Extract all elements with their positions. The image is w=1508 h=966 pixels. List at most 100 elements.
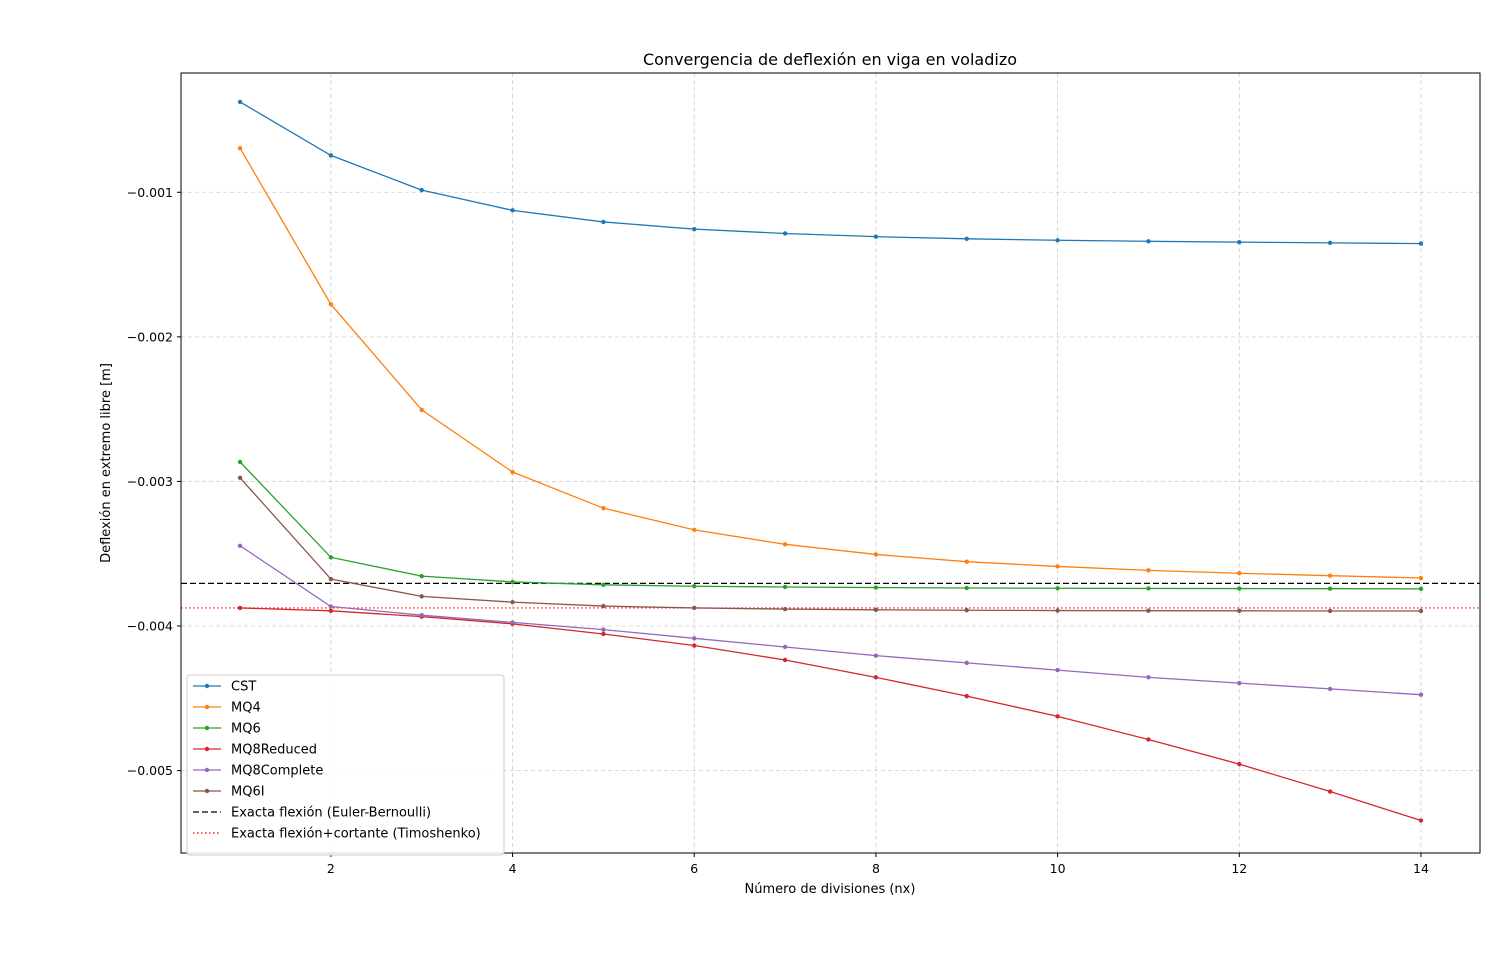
series-line	[239, 545, 1421, 696]
legend-marker	[204, 788, 210, 794]
data-point	[237, 475, 243, 481]
data-point	[1055, 564, 1060, 569]
data-point	[1055, 667, 1060, 673]
data-point	[692, 636, 697, 641]
data-point	[328, 555, 334, 560]
data-point	[1418, 575, 1424, 581]
series-line	[239, 461, 1421, 590]
x-tick-label: 12	[1231, 861, 1247, 876]
data-point	[964, 693, 969, 699]
data-point	[1327, 608, 1333, 614]
y-tick-label: −0.004	[127, 619, 173, 634]
x-tick-label: 10	[1050, 861, 1066, 876]
data-point	[964, 608, 969, 613]
data-point	[873, 234, 879, 239]
data-point	[873, 552, 879, 557]
y-axis-ticks: −0.001 −0.002 −0.003 −0.004 −0.005	[127, 185, 181, 778]
data-point	[782, 606, 788, 612]
data-point	[1327, 586, 1333, 591]
data-point	[510, 620, 515, 625]
legend-label: Exacta flexión (Euler-Bernoulli)	[231, 806, 431, 821]
data-point	[510, 208, 515, 213]
data-point	[782, 644, 788, 650]
data-point	[1055, 714, 1060, 719]
legend-label: MQ8Reduced	[231, 743, 317, 758]
legend-marker	[204, 683, 210, 689]
data-point	[510, 579, 515, 585]
series-line	[239, 477, 1421, 612]
legend-marker	[204, 725, 210, 731]
data-point	[328, 576, 334, 582]
y-tick-label: −0.003	[127, 474, 173, 489]
series-line	[239, 101, 1421, 245]
data-point	[328, 604, 334, 609]
y-tick-label: −0.005	[127, 763, 173, 778]
data-point	[1055, 238, 1060, 243]
data-point	[1418, 241, 1424, 246]
data-point	[419, 407, 424, 413]
y-axis-label: Deflexión en extremo libre [m]	[99, 363, 114, 563]
reference-lines	[181, 582, 1480, 609]
legend-label: MQ8Complete	[231, 764, 323, 779]
data-point	[419, 187, 424, 193]
legend-marker	[204, 746, 210, 752]
x-tick-label: 8	[872, 861, 880, 876]
data-point	[964, 585, 969, 591]
data-point	[328, 153, 334, 158]
data-point	[1237, 761, 1242, 767]
x-axis-ticks: 2 4 6 8 10 12 14	[327, 853, 1429, 876]
series-lines	[237, 99, 1424, 823]
data-point	[1327, 573, 1333, 578]
data-point	[1146, 586, 1151, 591]
data-point	[692, 527, 697, 533]
data-point	[1146, 608, 1151, 613]
data-point	[237, 605, 243, 611]
data-point	[237, 459, 243, 465]
data-point	[873, 675, 879, 680]
data-point	[782, 584, 788, 590]
data-point	[1418, 692, 1424, 697]
data-point	[873, 607, 879, 613]
data-point	[237, 543, 243, 548]
data-point	[328, 302, 334, 307]
data-point	[601, 631, 606, 637]
data-point	[419, 612, 424, 618]
legend-label: MQ6	[231, 722, 261, 737]
data-point	[964, 660, 969, 666]
grid-lines	[181, 73, 1480, 853]
data-point	[1418, 586, 1424, 592]
data-point	[1146, 239, 1151, 244]
data-point	[1237, 239, 1242, 245]
data-point	[328, 608, 334, 614]
data-point	[601, 219, 606, 225]
data-point	[692, 226, 697, 232]
data-point	[782, 231, 788, 236]
data-point	[1327, 789, 1333, 794]
data-point	[1418, 608, 1424, 614]
legend-marker	[204, 767, 210, 773]
data-point	[1418, 818, 1424, 823]
data-point	[237, 99, 243, 105]
x-tick-label: 4	[509, 861, 517, 876]
data-point	[601, 505, 606, 511]
series-line	[240, 607, 1422, 822]
data-point	[692, 605, 697, 611]
data-point	[1237, 571, 1242, 576]
legend-label: CST	[231, 680, 256, 695]
x-tick-label: 14	[1413, 861, 1429, 876]
legend: CST MQ4 MQ6 MQ8Reduced MQ8Complete MQ6I Exacta…	[186, 674, 505, 856]
data-point	[419, 594, 424, 599]
legend-box	[186, 674, 505, 856]
data-point	[237, 145, 243, 151]
legend-label: MQ6I	[231, 785, 265, 800]
data-point	[601, 627, 606, 632]
data-point	[1146, 737, 1151, 742]
series-line	[239, 147, 1421, 579]
y-tick-label: −0.001	[127, 185, 173, 200]
data-point	[1146, 568, 1151, 573]
x-axis-label: Número de divisiones (nx)	[745, 882, 916, 897]
data-point	[1237, 680, 1242, 686]
data-point	[873, 585, 879, 590]
data-point	[1237, 608, 1242, 614]
